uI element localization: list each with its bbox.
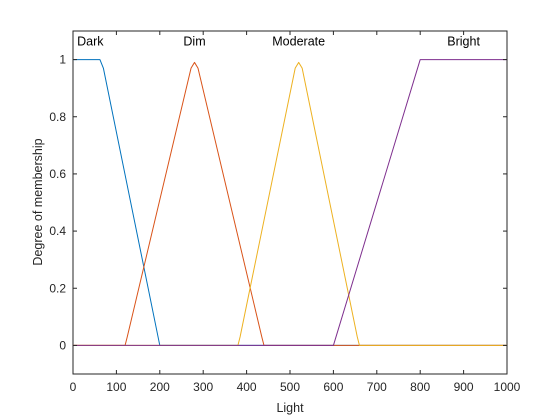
y-tick-label: 0.8	[49, 110, 66, 124]
y-axis-label: Degree of membership	[31, 138, 45, 265]
y-tick-label: 0.2	[49, 281, 66, 295]
y-tick-label: 0.6	[49, 167, 66, 181]
x-tick-label: 100	[106, 380, 126, 394]
x-tick-label: 800	[410, 380, 430, 394]
y-tick-label: 0	[59, 338, 66, 352]
membership-function-labels: Dark Dim Moderate Bright	[77, 34, 480, 48]
y-tick-label: 0.4	[49, 224, 66, 238]
x-tick-label: 200	[150, 380, 170, 394]
series-label-moderate: Moderate	[272, 34, 325, 48]
x-tick-label: 1000	[494, 380, 521, 394]
x-tick-label: 500	[280, 380, 300, 394]
x-axis-ticks: 0 100 200 300 400 500 600 700 800 900 1000	[70, 31, 521, 394]
x-tick-label: 700	[367, 380, 387, 394]
x-tick-label: 300	[193, 380, 213, 394]
x-tick-label: 0	[70, 380, 77, 394]
series-line-bright	[73, 59, 507, 346]
series-label-dark: Dark	[77, 34, 104, 48]
series-line-dim	[73, 61, 507, 346]
x-tick-label: 400	[237, 380, 257, 394]
series-line-moderate	[73, 61, 507, 346]
series-label-dim: Dim	[183, 34, 205, 48]
x-axis-label: Light	[276, 401, 304, 415]
y-tick-label: 1	[59, 53, 66, 67]
plot-lines	[73, 59, 507, 346]
x-tick-label: 600	[323, 380, 343, 394]
axes-box	[72, 30, 508, 375]
x-tick-label: 900	[454, 380, 474, 394]
y-axis-ticks: 0 0.2 0.4 0.6 0.8 1	[49, 53, 507, 352]
series-label-bright: Bright	[447, 34, 480, 48]
